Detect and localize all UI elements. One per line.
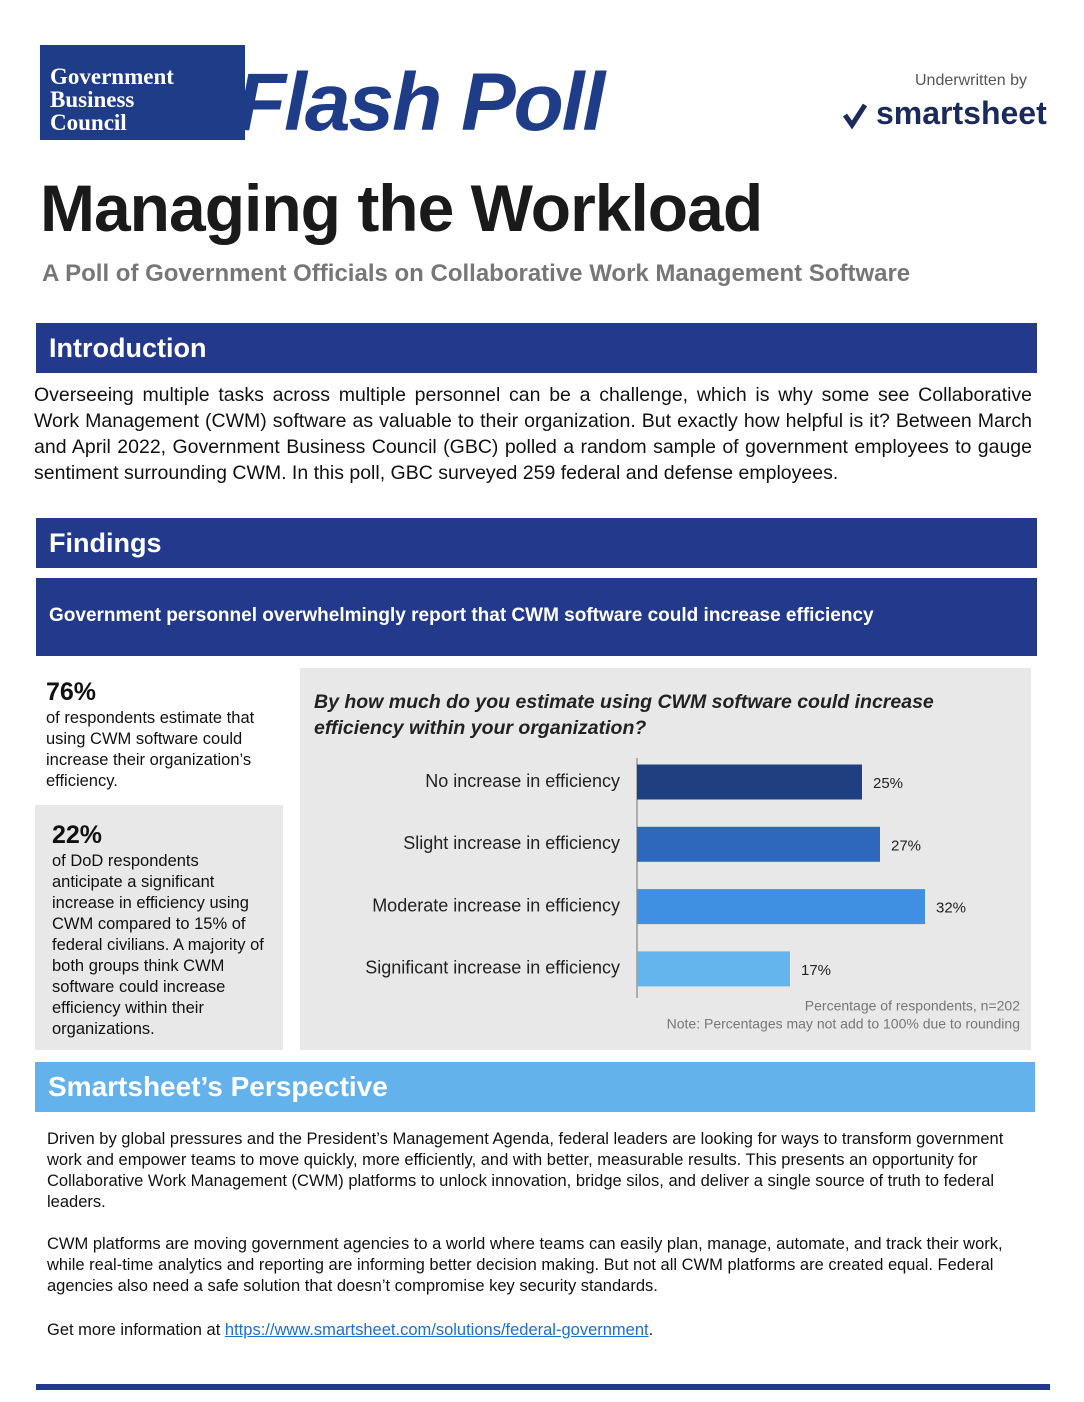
value-label: 27% (891, 837, 921, 854)
section-heading: Findings (36, 518, 1037, 568)
stat-text: of respondents estimate that using CWM s… (46, 709, 255, 790)
findings-banner: Government personnel overwhelmingly repo… (36, 578, 1037, 656)
paragraph: Get more information at https://www.smar… (47, 1320, 1037, 1341)
gbc-logo: Government Business Council (40, 45, 245, 140)
flash-poll: Flash Poll (236, 57, 605, 148)
chart-note: Percentage of respondents, n=202 (805, 998, 1020, 1014)
link-suffix: . (648, 1321, 654, 1339)
logo-line: Government (50, 64, 174, 89)
link-prefix: Get more information at (47, 1321, 221, 1339)
stat-text: of DoD respondents anticipate a signific… (52, 852, 264, 1038)
title: Managing the Workload (40, 171, 763, 245)
paragraph: CWM platforms are moving government agen… (47, 1235, 1003, 1295)
subtitle: A Poll of Government Officials on Collab… (42, 260, 911, 287)
stat-value: 22% (52, 821, 103, 849)
chart-note: Note: Percentages may not add to 100% du… (667, 1016, 1020, 1032)
bar (637, 826, 880, 862)
underwritten: Underwritten by (915, 72, 1028, 89)
logo-line: Business (50, 87, 135, 112)
sponsor: smartsheet (876, 95, 1047, 131)
bottom-rule (36, 1384, 1050, 1390)
category-label: Slight increase in efficiency (403, 833, 620, 853)
value-label: 32% (936, 900, 966, 917)
intro-text: Overseeing multiple tasks across multipl… (34, 384, 1032, 484)
value-label: 17% (801, 962, 831, 979)
paragraph: Driven by global pressures and the Presi… (47, 1130, 1004, 1211)
stat-block: 76% of respondents estimate that using C… (35, 676, 283, 792)
logo-line: Council (50, 110, 127, 135)
bar (637, 764, 862, 800)
category-label: No increase in efficiency (425, 771, 620, 791)
bar (637, 951, 790, 987)
link[interactable]: https://www.smartsheet.com/solutions/fed… (224, 1321, 649, 1339)
sponsor-icon (843, 103, 867, 129)
bar (637, 889, 925, 925)
section-heading: Introduction (36, 323, 1037, 373)
value-label: 25% (873, 775, 903, 792)
stat-value: 76% (46, 678, 97, 706)
chart: No increase in efficiency 25% Slight incre… (365, 758, 1020, 1032)
category-label: Significant increase in efficiency (365, 958, 620, 978)
category-label: Moderate increase in efficiency (372, 895, 620, 915)
stat-block: 22% of DoD respondents anticipate a sign… (35, 805, 283, 1050)
chart-title: By how much do you estimate using CWM so… (314, 691, 934, 739)
section-heading: Smartsheet’s Perspective (35, 1062, 1035, 1112)
